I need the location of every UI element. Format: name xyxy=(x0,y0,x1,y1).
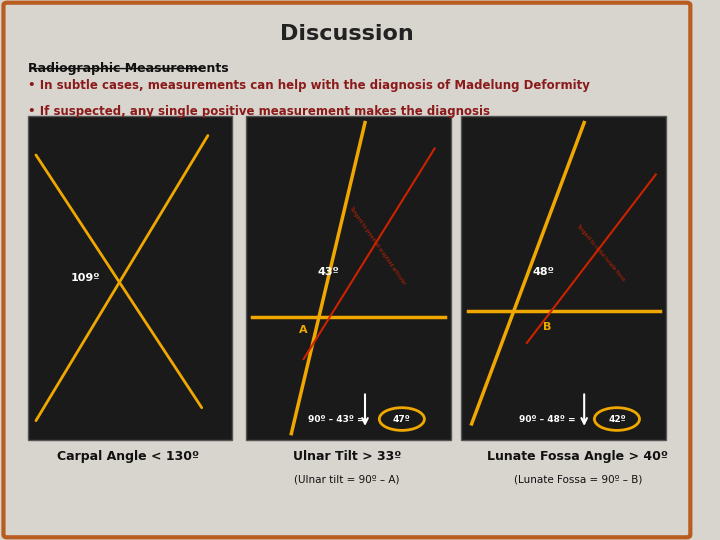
Text: 109º: 109º xyxy=(71,273,100,283)
Text: (Lunate Fossa = 90º – B): (Lunate Fossa = 90º – B) xyxy=(514,475,642,484)
Text: Carpal Angle < 130º: Carpal Angle < 130º xyxy=(58,450,199,463)
Text: 42º: 42º xyxy=(608,415,626,423)
Text: Ulnar Tilt > 33º: Ulnar Tilt > 33º xyxy=(293,450,401,463)
Text: Discussion: Discussion xyxy=(280,24,414,44)
Text: 47º: 47º xyxy=(393,415,410,423)
Text: Tangent to radial lunate fossa: Tangent to radial lunate fossa xyxy=(575,222,626,282)
FancyBboxPatch shape xyxy=(28,116,233,440)
Text: • If suspected, any single positive measurement makes the diagnosis: • If suspected, any single positive meas… xyxy=(28,105,490,118)
FancyBboxPatch shape xyxy=(246,116,451,440)
FancyBboxPatch shape xyxy=(4,3,690,537)
Text: Tangent to proximal scaphoid articular: Tangent to proximal scaphoid articular xyxy=(348,205,407,286)
Text: 43º: 43º xyxy=(318,267,339,276)
Text: 90º – 48º =: 90º – 48º = xyxy=(518,415,578,423)
Text: 48º: 48º xyxy=(532,267,554,276)
Text: 90º – 43º =: 90º – 43º = xyxy=(307,415,367,423)
Text: A: A xyxy=(300,325,308,335)
Text: B: B xyxy=(543,322,552,332)
Text: Lunate Fossa Angle > 40º: Lunate Fossa Angle > 40º xyxy=(487,450,668,463)
Text: Radiographic Measurements: Radiographic Measurements xyxy=(28,62,228,75)
Text: • In subtle cases, measurements can help with the diagnosis of Madelung Deformit: • In subtle cases, measurements can help… xyxy=(28,79,590,92)
FancyBboxPatch shape xyxy=(462,116,666,440)
Text: (Ulnar tilt = 90º – A): (Ulnar tilt = 90º – A) xyxy=(294,475,400,484)
